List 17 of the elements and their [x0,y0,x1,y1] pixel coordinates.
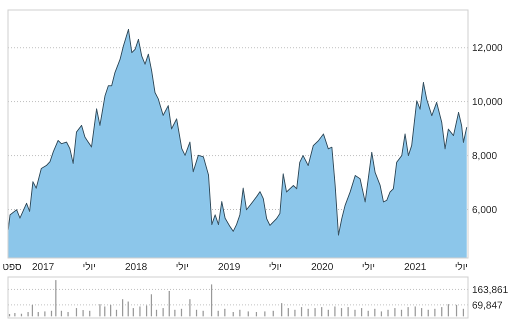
x-tick-label: ספט [2,262,22,273]
x-tick-label: יולי [176,261,189,273]
x-tick-label: 2021 [404,262,427,273]
y-tick-label: 12,000 [472,43,504,54]
x-tick-label: יולי [82,261,96,273]
y-tick-label: 8,000 [472,151,498,162]
x-tick-label: 2020 [311,262,334,273]
y-tick-label: 6,000 [472,204,498,216]
x-tick-label: 2017 [32,262,55,273]
x-tick-label: יולי [454,261,468,273]
y-tick-label: 69,847 [472,300,504,312]
y-tick-label: 10,000 [472,97,504,108]
x-tick-label: 2019 [218,262,241,273]
x-tick-label: יולי [362,261,376,273]
y-tick-label: 163,861 [472,284,509,296]
x-tick-label: יולי [268,261,282,273]
x-tick-label: 2018 [124,262,148,273]
